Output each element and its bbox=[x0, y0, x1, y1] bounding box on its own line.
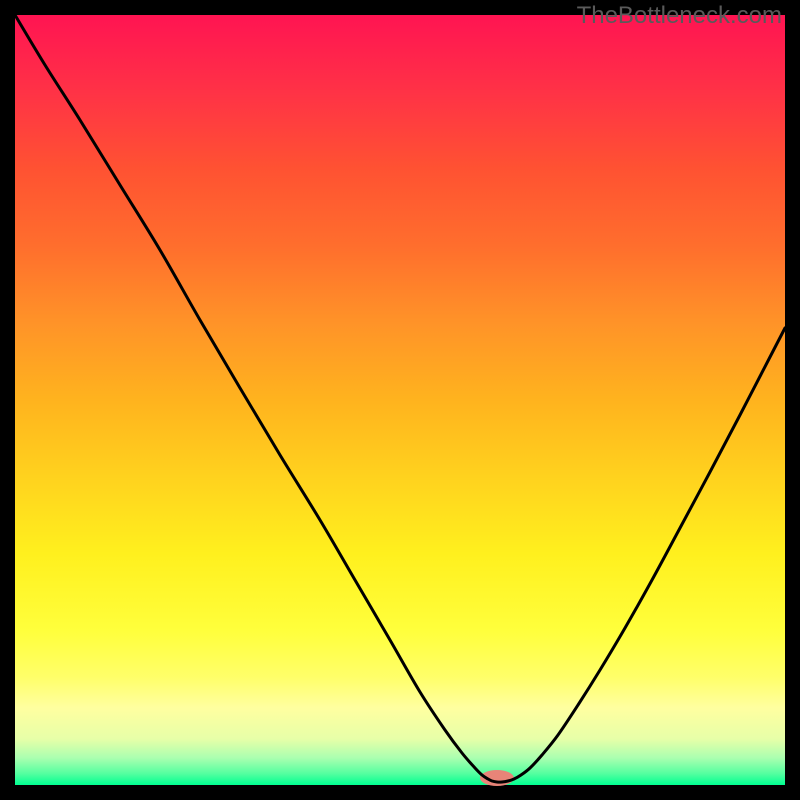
watermark-text: TheBottleneck.com bbox=[577, 2, 782, 30]
plot-area bbox=[15, 15, 785, 785]
chart-stage: TheBottleneck.com bbox=[0, 0, 800, 800]
chart-svg bbox=[15, 15, 785, 785]
v-curve bbox=[15, 15, 785, 782]
